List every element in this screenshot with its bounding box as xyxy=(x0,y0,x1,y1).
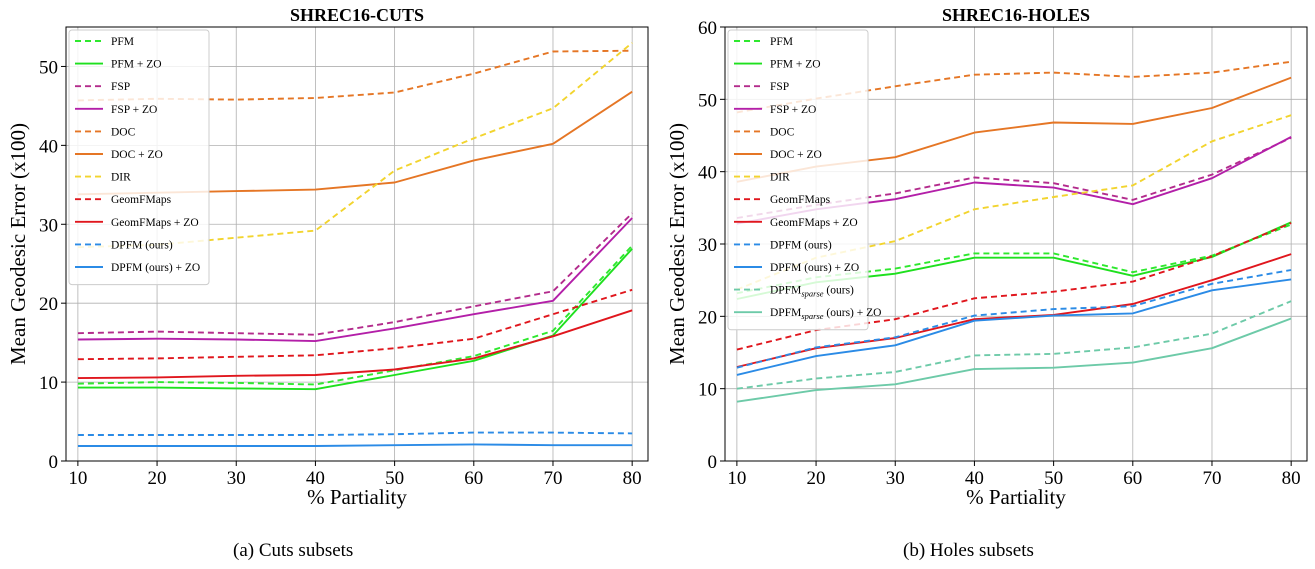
y-tick-label: 60 xyxy=(698,18,717,39)
legend-label: DOC xyxy=(111,126,136,138)
chart-title: SHREC16-HOLES xyxy=(942,5,1090,25)
legend-label: DPFM (ours) xyxy=(770,239,832,251)
series-line xyxy=(736,300,1292,390)
y-axis-label: Mean Geodesic Error (x100) xyxy=(665,123,689,365)
y-tick-label: 10 xyxy=(39,373,58,394)
x-tick-label: 50 xyxy=(1044,468,1063,489)
series-line xyxy=(736,317,1292,403)
y-tick-label: 40 xyxy=(698,163,717,184)
y-tick-label: 20 xyxy=(698,307,717,328)
y-tick-label: 0 xyxy=(49,452,59,473)
series-line xyxy=(736,278,1292,376)
x-tick-label: 60 xyxy=(464,468,483,489)
x-tick-label: 40 xyxy=(306,468,325,489)
x-tick-label: 10 xyxy=(68,468,87,489)
legend-label: FSP xyxy=(770,81,789,93)
y-tick-label: 10 xyxy=(698,380,717,401)
y-tick-label: 0 xyxy=(708,452,718,473)
x-axis-label: % Partiality xyxy=(307,485,407,509)
x-tick-label: 40 xyxy=(965,468,984,489)
legend-label: GeomFMaps xyxy=(111,194,172,206)
x-tick-label: 50 xyxy=(385,468,404,489)
legend-label: DPFMsparse (ours) + ZO xyxy=(770,307,881,321)
series-line xyxy=(77,217,633,343)
legend-label: DPFM (ours) + ZO xyxy=(111,262,200,274)
x-tick-label: 20 xyxy=(807,468,826,489)
x-tick-label: 30 xyxy=(227,468,246,489)
y-tick-label: 20 xyxy=(39,294,58,315)
x-tick-label: 80 xyxy=(623,468,642,489)
legend-box xyxy=(68,29,210,286)
legend-label: PFM + ZO xyxy=(770,59,821,71)
series-line xyxy=(736,114,1292,291)
x-tick-label: 10 xyxy=(727,468,746,489)
series-line xyxy=(77,443,633,447)
series-line xyxy=(77,309,633,380)
y-tick-label: 30 xyxy=(39,215,58,236)
legend: PFM PFM + ZO FSP FSP + ZO DOC DOC + ZO DIR Geom… xyxy=(727,29,881,331)
series-line xyxy=(77,244,633,386)
caption-holes: (b) Holes subsets xyxy=(903,540,1034,561)
chart-holes: 10 20 30 40 50 60 70 80 0 10 20 30 40 50 60 SHREC16-HOL… xyxy=(665,5,1308,509)
legend-label: GeomFMaps + ZO xyxy=(770,217,858,229)
legend-label: DIR xyxy=(770,172,790,184)
x-axis-label: % Partiality xyxy=(966,485,1066,509)
y-tick-label: 50 xyxy=(39,57,58,78)
series-line xyxy=(736,269,1292,369)
y-tick-label: 50 xyxy=(698,90,717,111)
legend-label: PFM xyxy=(770,36,793,48)
legend-label: DOC xyxy=(770,126,795,138)
y-axis-label: Mean Geodesic Error (x100) xyxy=(6,123,30,365)
y-tick-label: 30 xyxy=(698,235,717,256)
legend-label: PFM xyxy=(111,36,134,48)
legend-label: DIR xyxy=(111,172,131,184)
caption-cuts: (a) Cuts subsets xyxy=(233,540,354,561)
legend-label: DOC + ZO xyxy=(770,149,822,161)
legend-box xyxy=(727,29,869,331)
legend-label: DPFM (ours) + ZO xyxy=(770,262,859,274)
legend-label: GeomFMaps xyxy=(770,194,831,206)
legend-label: DOC + ZO xyxy=(111,149,163,161)
plot-frame xyxy=(65,26,649,462)
series-line xyxy=(77,288,633,361)
x-tick-label: 30 xyxy=(886,468,905,489)
legend-label: GeomFMaps + ZO xyxy=(111,217,199,229)
x-tick-label: 20 xyxy=(148,468,167,489)
legend: PFM PFM + ZO FSP FSP + ZO DOC DOC + ZO DIR Geom… xyxy=(68,29,210,286)
legend-label: DPFMsparse (ours) xyxy=(770,285,854,299)
legend-label: PFM + ZO xyxy=(111,59,162,71)
legend-label: FSP xyxy=(111,81,130,93)
legend-label: DPFM (ours) xyxy=(111,239,173,251)
legend-label: FSP + ZO xyxy=(770,104,816,116)
series-line xyxy=(77,431,633,436)
series-line xyxy=(77,212,633,336)
chart-cuts: 10 20 30 40 50 60 70 80 0 10 20 30 40 50 SHREC16-CUTS%… xyxy=(6,5,649,509)
y-tick-label: 40 xyxy=(39,136,58,157)
x-tick-label: 70 xyxy=(543,468,562,489)
chart-title: SHREC16-CUTS xyxy=(290,5,424,25)
x-tick-label: 60 xyxy=(1123,468,1142,489)
legend-label: FSP + ZO xyxy=(111,104,157,116)
x-tick-label: 80 xyxy=(1282,468,1301,489)
x-tick-label: 70 xyxy=(1202,468,1221,489)
